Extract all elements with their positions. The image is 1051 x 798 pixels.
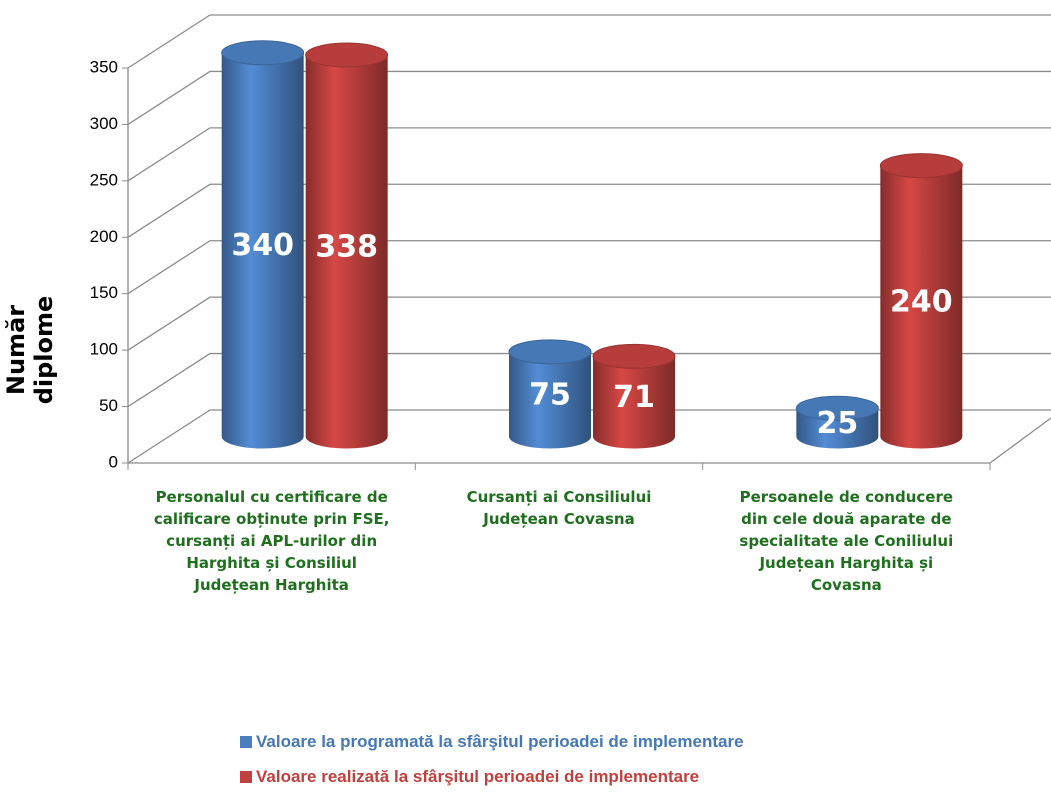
bar bbox=[592, 343, 676, 449]
grid-line bbox=[127, 409, 1051, 464]
grid-line bbox=[127, 70, 1051, 125]
x-tick-label: Persoanele de conducere din cele două ap… bbox=[739, 488, 954, 594]
data-label: 71 bbox=[613, 380, 655, 415]
grid-line bbox=[127, 183, 1051, 238]
x-tick-label: Personalul cu certificare de calificare … bbox=[153, 488, 390, 594]
y-tick-label: 300 bbox=[90, 114, 118, 133]
legend-swatch bbox=[240, 771, 252, 783]
y-tick-label: 50 bbox=[99, 396, 118, 415]
y-tick-label: 350 bbox=[90, 57, 118, 76]
x-tick-label: Cursanți ai Consiliului Județean Covasna bbox=[466, 488, 652, 528]
y-tick-label: 150 bbox=[90, 283, 118, 302]
legend-item: Valoare realizată la sfârşitul perioadei… bbox=[240, 767, 699, 787]
y-tick-label: 0 bbox=[109, 452, 118, 471]
y-axis-label: Număr diplome bbox=[2, 295, 58, 405]
grid-line bbox=[127, 296, 1051, 351]
data-label: 25 bbox=[816, 406, 858, 441]
bar bbox=[508, 339, 592, 449]
legend-swatch bbox=[240, 736, 252, 748]
data-label: 240 bbox=[890, 285, 953, 320]
grid-line bbox=[127, 14, 1051, 69]
y-tick-label: 200 bbox=[90, 227, 118, 246]
grid-line bbox=[127, 127, 1051, 182]
data-label: 75 bbox=[529, 378, 571, 413]
y-tick-label: 250 bbox=[90, 170, 118, 189]
legend-item: Valoare la programată la sfârşitul perio… bbox=[240, 732, 744, 752]
data-label: 338 bbox=[315, 229, 378, 264]
bar bbox=[221, 40, 305, 449]
legend-label: Valoare realizată la sfârşitul perioadei… bbox=[256, 767, 700, 786]
data-label: 340 bbox=[231, 228, 294, 263]
y-tick-label: 100 bbox=[90, 340, 118, 359]
bar bbox=[795, 395, 879, 449]
bar bbox=[305, 42, 389, 449]
grid-line bbox=[127, 352, 1051, 408]
bar bbox=[879, 153, 963, 449]
grid-line bbox=[127, 240, 1051, 295]
legend-label: Valoare la programată la sfârşitul perio… bbox=[256, 732, 744, 751]
